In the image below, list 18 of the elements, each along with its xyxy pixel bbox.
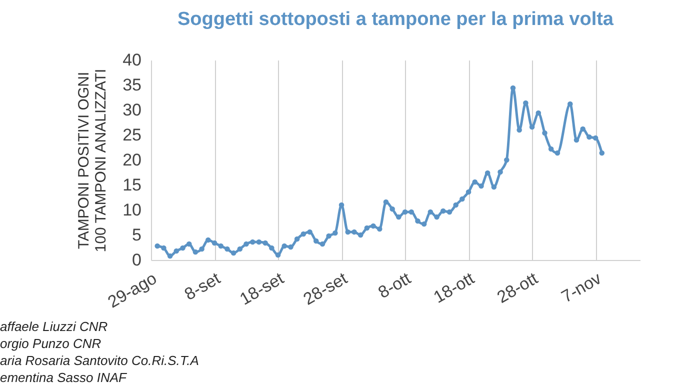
y-tick-label: 35 — [122, 76, 142, 94]
y-tick-label: 25 — [122, 126, 142, 144]
y-tick-label: 10 — [122, 200, 142, 220]
x-tick-label: 8-ott — [375, 268, 414, 302]
text: ementina Sasso INAF — [0, 369, 128, 386]
text: orgio Punzo CNR — [0, 335, 102, 352]
y-tick-label: 5 — [132, 226, 142, 244]
text: aria Rosaria Santovito Co.Ri.S.T.A — [0, 352, 199, 369]
x-tick-label: 7-nov — [558, 268, 605, 306]
y-tick-label: 20 — [122, 150, 142, 170]
y-tick-label: 0 — [132, 250, 142, 270]
y-axis-title: TAMPONI POSITIVI OGNI 100 TAMPONI ANALIZZATI — [76, 68, 110, 252]
y-tick-label: 30 — [122, 100, 142, 120]
y-tick-label: 15 — [122, 176, 142, 194]
text: affaele Liuzzi CNR — [0, 318, 109, 335]
chart-title: Soggetti sottoposti a tampone per la prima volta — [178, 9, 614, 30]
x-tick-label: 8-set — [181, 268, 224, 304]
y-tick-label: 40 — [122, 50, 142, 70]
